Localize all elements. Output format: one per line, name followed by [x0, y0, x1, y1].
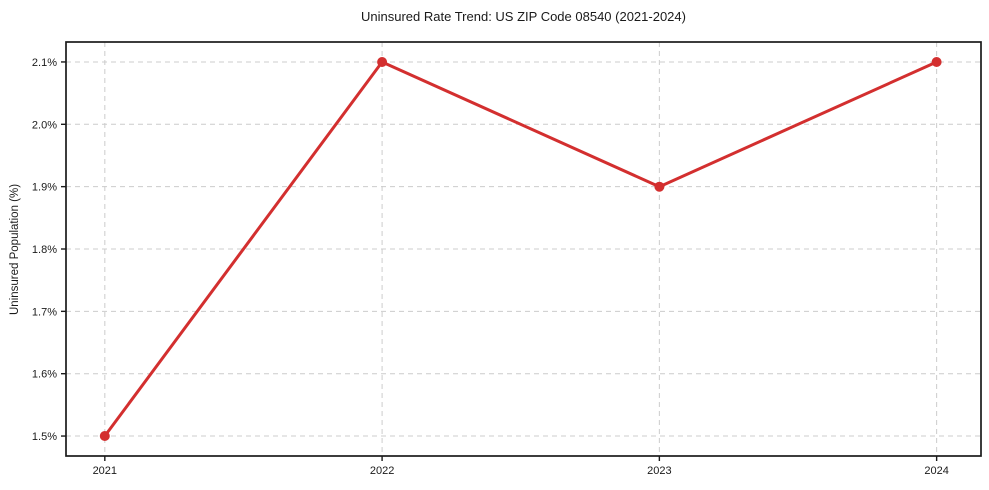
- plot-frame: [65, 41, 982, 457]
- data-point: [377, 57, 388, 67]
- x-tick-label: 2024: [924, 465, 948, 477]
- chart-title: Uninsured Rate Trend: US ZIP Code 08540 …: [361, 9, 686, 24]
- y-tick-label: 1.7%: [32, 306, 57, 318]
- x-tick-label: 2023: [647, 465, 671, 477]
- data-point: [931, 57, 942, 67]
- y-tick-label: 1.5%: [32, 431, 57, 443]
- data-point: [654, 181, 665, 192]
- y-tick-label: 1.6%: [32, 369, 57, 381]
- y-tick-label: 2.0%: [32, 119, 57, 131]
- x-tick-label: 2021: [93, 465, 117, 477]
- y-tick-label: 2.1%: [32, 57, 57, 69]
- trend-line: [103, 60, 939, 438]
- x-tick-label: 2022: [370, 465, 394, 477]
- y-tick-label: 1.8%: [32, 244, 57, 256]
- y-tick-label: 1.9%: [32, 182, 57, 194]
- data-point: [99, 431, 110, 441]
